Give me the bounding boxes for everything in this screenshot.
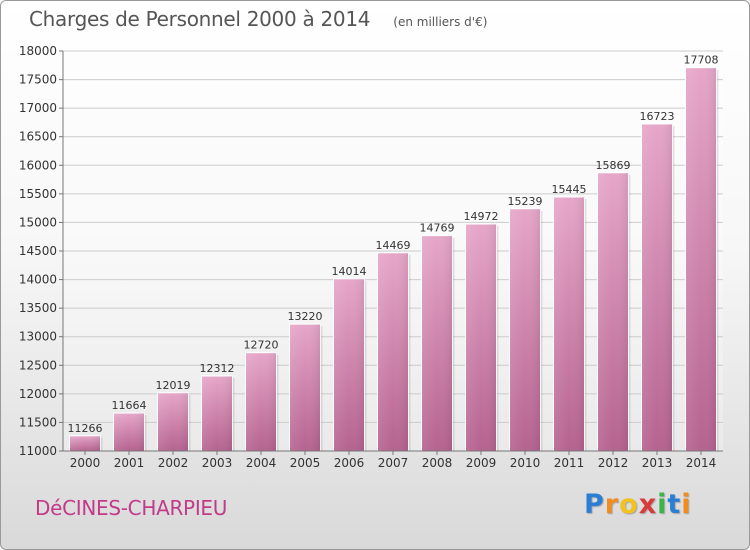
brand-letter: P xyxy=(584,489,605,520)
brand-letter: x xyxy=(638,489,658,520)
x-tick-label: 2005 xyxy=(290,456,321,470)
bar-shine xyxy=(553,197,585,451)
y-tick-label: 16500 xyxy=(19,130,57,144)
brand-letter: i xyxy=(657,489,668,520)
x-tick-label: 2002 xyxy=(158,456,189,470)
unit-note: (en milliers d'€) xyxy=(393,15,488,29)
data-label: 15239 xyxy=(508,195,543,208)
data-label: 17708 xyxy=(684,54,719,67)
x-tick-label: 2004 xyxy=(246,456,277,470)
data-label: 16723 xyxy=(640,110,675,123)
y-tick-label: 16000 xyxy=(19,158,57,172)
x-tick-label: 2013 xyxy=(642,456,673,470)
bar-shine xyxy=(597,172,629,451)
y-tick-label: 13000 xyxy=(19,330,57,344)
bar-shine xyxy=(69,435,101,451)
data-label: 12019 xyxy=(156,379,191,392)
city-name: DéCINES-CHARPIEU xyxy=(35,496,228,520)
bar-shine xyxy=(509,208,541,451)
x-tick-label: 2012 xyxy=(598,456,629,470)
y-tick-label: 11500 xyxy=(19,415,57,429)
y-tick-label: 17500 xyxy=(19,73,57,87)
title-row: Charges de Personnel 2000 à 2014 (en mil… xyxy=(29,7,487,31)
bar-shine xyxy=(245,352,277,451)
bars-layer: 11266 11664 12019 12312 12720 13220 14014 14469… xyxy=(68,54,719,452)
brand-letter: o xyxy=(619,489,639,520)
bar-shine xyxy=(377,252,409,451)
chart-title: Charges de Personnel 2000 à 2014 xyxy=(29,7,371,31)
brand-letter: r xyxy=(604,489,620,520)
bar-shine xyxy=(289,324,321,451)
data-label: 11664 xyxy=(112,399,147,412)
bar-shine xyxy=(641,123,673,451)
y-tick-label: 15500 xyxy=(19,187,57,201)
x-tick-label: 2007 xyxy=(378,456,409,470)
brand-letter: t xyxy=(667,489,682,520)
x-tick-label: 2003 xyxy=(202,456,233,470)
bar-shine xyxy=(421,235,453,451)
bar-shine xyxy=(157,392,189,451)
y-tick-label: 14500 xyxy=(19,244,57,258)
y-tick-label: 13500 xyxy=(19,301,57,315)
x-tick-label: 2011 xyxy=(554,456,585,470)
x-tick-label: 2010 xyxy=(510,456,541,470)
data-label: 15869 xyxy=(596,159,631,172)
y-tick-label: 14000 xyxy=(19,273,57,287)
bar-shine xyxy=(201,376,233,451)
axis-layer: 11000 11500 12000 12500 13000 13500 14000 14500… xyxy=(19,44,723,470)
data-label: 12312 xyxy=(200,362,235,375)
y-tick-label: 18000 xyxy=(19,44,57,58)
brand-letter: i xyxy=(681,489,692,520)
x-tick-label: 2008 xyxy=(422,456,453,470)
x-tick-label: 2009 xyxy=(466,456,497,470)
y-tick-label: 17000 xyxy=(19,101,57,115)
bar-shine xyxy=(685,67,717,451)
data-label: 11266 xyxy=(68,422,103,435)
bar-shine xyxy=(333,278,365,451)
x-tick-label: 2014 xyxy=(686,456,717,470)
x-tick-label: 2001 xyxy=(114,456,145,470)
data-label: 14469 xyxy=(376,239,411,252)
brand-logo: Proxiti xyxy=(584,489,692,520)
data-label: 14014 xyxy=(332,265,367,278)
bar-shine xyxy=(113,413,145,451)
y-tick-label: 12500 xyxy=(19,358,57,372)
data-label: 15445 xyxy=(552,183,587,196)
y-tick-label: 11000 xyxy=(19,444,57,458)
data-label: 14769 xyxy=(420,222,455,235)
bar-shine xyxy=(465,224,497,451)
data-label: 12720 xyxy=(244,339,279,352)
x-tick-label: 2000 xyxy=(70,456,101,470)
data-label: 13220 xyxy=(288,310,323,323)
y-tick-label: 15000 xyxy=(19,215,57,229)
x-tick-label: 2006 xyxy=(334,456,365,470)
y-tick-label: 12000 xyxy=(19,387,57,401)
data-label: 14972 xyxy=(464,210,499,223)
